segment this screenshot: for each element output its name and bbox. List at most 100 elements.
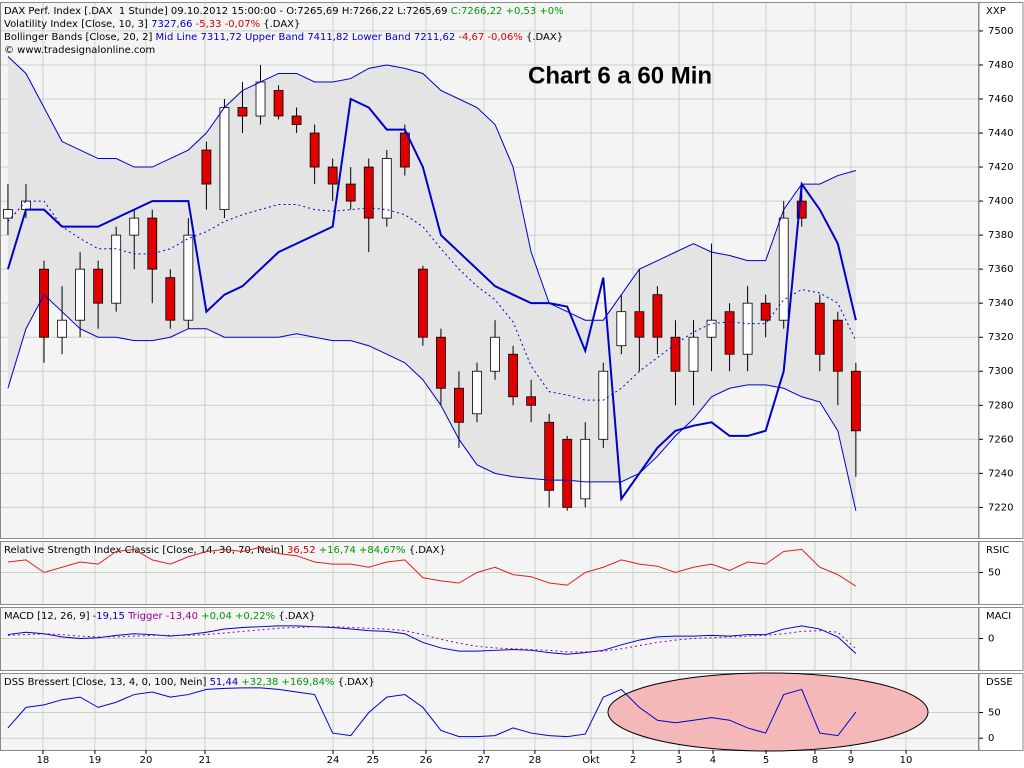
- y-tick-label: 7440: [988, 128, 1013, 139]
- y-tick-label: 7460: [988, 94, 1013, 105]
- x-tick-label: 19: [89, 755, 102, 766]
- header-text: DAX Perf. Index [.DAX 1 Stunde] 09.10.20…: [4, 6, 451, 17]
- x-tick-label: 27: [478, 755, 491, 766]
- candle-body: [742, 302, 753, 355]
- axis-background: [978, 607, 1024, 671]
- candle-body: [454, 387, 464, 423]
- header-line: Volatility Index [Close, 10, 3] 7327,66 …: [4, 19, 300, 30]
- candle-body: [814, 302, 825, 355]
- candle-body: [562, 438, 573, 508]
- series-line: [7, 626, 857, 653]
- axis-background: [978, 2, 1024, 539]
- annotation-layer: [607, 672, 929, 752]
- y-tick-label: 7360: [988, 264, 1013, 275]
- x-tick-label: 20: [140, 755, 153, 766]
- series-line: [7, 546, 857, 587]
- candle-body: [580, 438, 591, 500]
- candle-body: [201, 149, 212, 185]
- x-tick-label: 18: [37, 755, 50, 766]
- candle-body: [237, 107, 248, 117]
- candle-body: [273, 90, 284, 117]
- header-text: DSS Bressert [Close, 13, 4, 0, 100, Nein…: [4, 677, 210, 688]
- candle-body: [147, 217, 158, 270]
- candle-body: [417, 268, 428, 338]
- candle-body: [309, 132, 320, 168]
- y-tick-label: 7320: [988, 332, 1013, 343]
- y-tick-label: 50: [988, 568, 1001, 579]
- highlight-ellipse: [607, 672, 929, 752]
- candle-body: [219, 107, 230, 210]
- foreground-layer: 7220 7240 7260 7280 7300 7320 7340 7360 7380 7400…: [3, 6, 1013, 766]
- candle-body: [760, 302, 771, 321]
- candle-body: [75, 268, 86, 321]
- candle-body: [291, 115, 302, 125]
- candle-body: [634, 311, 645, 338]
- header-text: 36,52: [287, 545, 319, 556]
- candle-body: [832, 319, 843, 372]
- candle-body: [724, 311, 735, 355]
- header-text: Trigger -13,40: [127, 611, 201, 622]
- series-line: [7, 293, 857, 511]
- y-tick-label: 7340: [988, 298, 1013, 309]
- candle-body: [472, 370, 482, 415]
- axis-label: MACI: [986, 611, 1011, 622]
- x-tick-label: 4: [710, 755, 716, 766]
- x-tick-label: 2: [630, 755, 636, 766]
- header-text: © www.tradesignalonline.com: [4, 45, 155, 56]
- y-tick-label: 50: [988, 708, 1001, 719]
- candle-body: [381, 158, 392, 219]
- y-tick-label: 7280: [988, 400, 1013, 411]
- axis-label: RSIC: [986, 545, 1009, 556]
- candle-body: [345, 183, 356, 202]
- header-text: C:7266,22 +0,53 +0%: [451, 6, 564, 17]
- x-tick-label: 25: [367, 755, 380, 766]
- header-text: -5,33 -0,07%: [196, 19, 260, 30]
- candle-body: [508, 353, 518, 398]
- series-line: [7, 625, 857, 655]
- header-text: 7327,66: [151, 19, 196, 30]
- y-tick-label: 7480: [988, 60, 1013, 71]
- header-text: MACD [12, 26, 9]: [4, 611, 93, 622]
- y-tick-label: 0: [988, 733, 994, 744]
- series-line: [6, 97, 857, 502]
- y-tick-label: 7260: [988, 434, 1013, 445]
- chart-title: Chart 6 a 60 Min: [528, 62, 712, 89]
- header-text: +16,74 +84,67%: [319, 545, 406, 556]
- y-tick-label: 7380: [988, 230, 1013, 241]
- candle-body: [3, 209, 13, 219]
- header-text: {.DAX}: [260, 19, 300, 30]
- axis-background: [978, 541, 1024, 605]
- x-tick-label: 3: [676, 755, 682, 766]
- header-text: +0,04 +0,22%: [201, 611, 275, 622]
- candle-body: [255, 81, 266, 117]
- y-tick-label: 7420: [988, 162, 1013, 173]
- candle-body: [183, 234, 194, 321]
- header-line: DAX Perf. Index [.DAX 1 Stunde] 09.10.20…: [4, 6, 564, 17]
- header-text: Bollinger Bands [Close, 20, 2]: [4, 32, 156, 43]
- series-line: [7, 687, 857, 738]
- x-tick-label: 8: [812, 755, 818, 766]
- x-tick-label: 10: [900, 755, 913, 766]
- header-line: © www.tradesignalonline.com: [4, 45, 155, 56]
- y-tick-label: 7240: [988, 468, 1013, 479]
- candle-body: [39, 268, 49, 338]
- candle-body: [670, 336, 681, 372]
- candle-body: [436, 336, 446, 389]
- candle-body: [616, 311, 627, 347]
- candle-body: [57, 319, 67, 338]
- candle-body: [363, 166, 374, 219]
- series-line: [7, 56, 856, 321]
- header-text: -19,15: [93, 611, 128, 622]
- candle-body: [165, 277, 176, 321]
- header-text: +32,38 +169,84%: [241, 677, 334, 688]
- axis-label: DSSE: [986, 677, 1013, 688]
- header-text: Relative Strength Index Classic [Close, …: [4, 545, 287, 556]
- header-line: DSS Bressert [Close, 13, 4, 0, 100, Nein…: [4, 677, 375, 688]
- x-tick-label: 9: [848, 755, 854, 766]
- header-line: Relative Strength Index Classic [Close, …: [4, 545, 446, 556]
- candle-body: [544, 421, 555, 491]
- candle-body: [778, 217, 789, 321]
- y-tick-label: 7400: [988, 196, 1013, 207]
- header-text: {.DAX}: [523, 32, 563, 43]
- x-tick-label: 26: [420, 755, 433, 766]
